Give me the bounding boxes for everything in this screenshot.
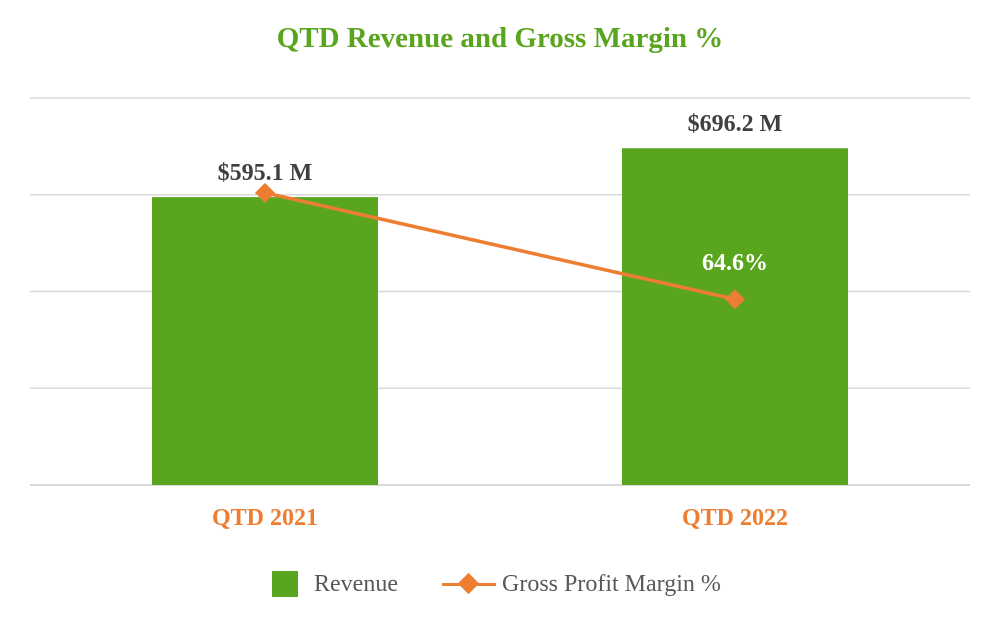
gross-margin-value-label: 64.6% <box>702 250 768 276</box>
gross-margin-value-label: 70.1% <box>232 144 298 170</box>
legend-item-gross-margin: Gross Profit Margin % <box>442 566 721 602</box>
gross-margin-marker <box>725 289 745 310</box>
chart-legend: Revenue Gross Profit Margin % <box>0 566 1000 602</box>
legend-label-revenue: Revenue <box>314 570 398 597</box>
revenue-value-label: $595.1 M <box>218 160 313 186</box>
legend-swatch-revenue <box>272 571 298 597</box>
legend-label-gross-margin: Gross Profit Margin % <box>502 570 721 597</box>
legend-swatch-gross-margin <box>442 571 496 597</box>
gross-margin-marker <box>255 182 275 203</box>
gross-margin-line <box>264 191 736 301</box>
x-tick-label: QTD 2022 <box>682 505 788 531</box>
legend-item-revenue: Revenue <box>272 566 398 602</box>
chart-title: QTD Revenue and Gross Margin % <box>276 22 724 54</box>
x-tick-label: QTD 2021 <box>212 505 318 531</box>
revenue-value-label: $696.2 M <box>688 111 783 137</box>
revenue-bar <box>152 197 378 486</box>
revenue-bar <box>622 148 848 485</box>
